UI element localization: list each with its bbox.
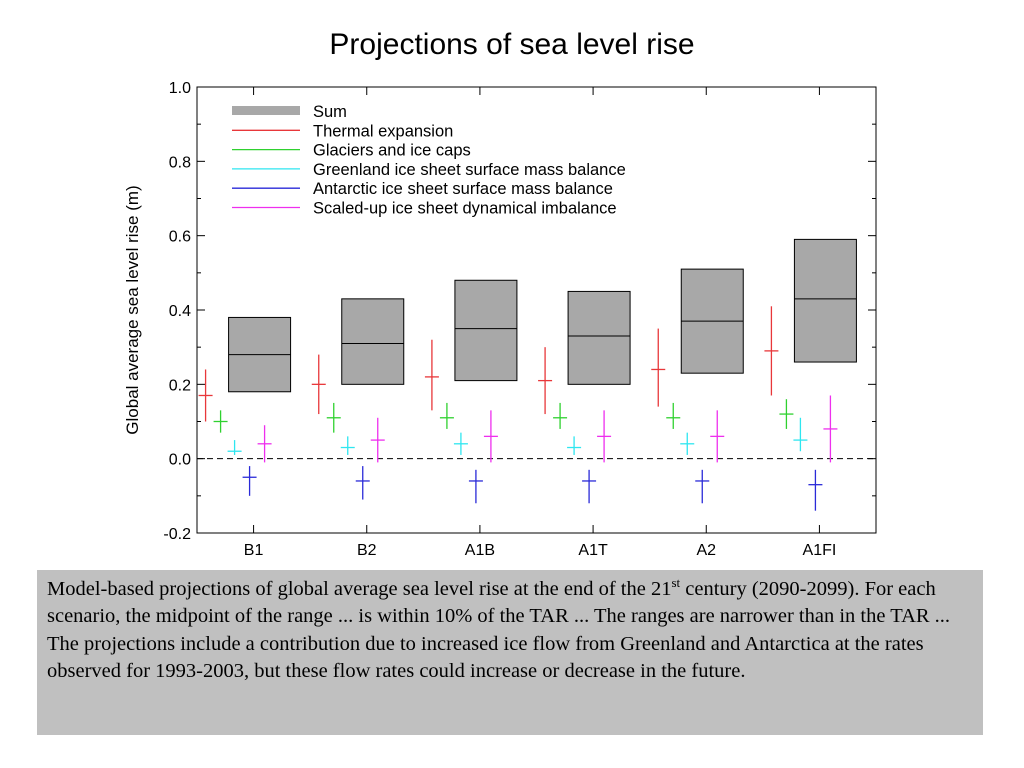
y-tick-label: 1.0 <box>169 80 191 97</box>
y-tick-label: 0.6 <box>169 229 191 246</box>
legend-label: Scaled-up ice sheet dynamical imbalance <box>313 200 617 218</box>
y-tick-label: 0.4 <box>169 303 191 320</box>
caption-text-2: century (2090-2099). For each scenario, … <box>47 578 951 682</box>
x-tick-label: A2 <box>696 542 716 559</box>
y-tick-label: 0.0 <box>169 452 191 469</box>
legend-label: Greenland ice sheet surface mass balance <box>313 161 626 179</box>
legend-label: Glaciers and ice caps <box>313 142 471 160</box>
caption-superscript: st <box>671 575 681 591</box>
y-tick-label: 0.2 <box>169 377 191 394</box>
caption-box: Model-based projections of global averag… <box>37 570 983 735</box>
caption-text-1: Model-based projections of global averag… <box>47 578 672 600</box>
sum-box <box>793 238 857 363</box>
y-axis-label: Global average sea level rise (m) <box>123 185 142 434</box>
sea-level-chart: -0.2 0.0 0.2 0.4 0.6 0.8 1.0 Global average sea… <box>123 80 877 559</box>
y-tick-label: -0.2 <box>163 526 191 543</box>
legend-swatch-sum <box>232 106 300 115</box>
y-tick-label: 0.8 <box>169 154 191 171</box>
sum-box <box>454 279 518 382</box>
x-tick-label: B2 <box>357 542 377 559</box>
x-tick-label: A1B <box>465 542 495 559</box>
slide-title: Projections of sea level rise <box>329 28 695 61</box>
plot-frame <box>196 86 877 534</box>
sum-box <box>341 298 405 385</box>
x-tick-label: A1FI <box>803 542 837 559</box>
legend-label-sum: Sum <box>313 103 347 121</box>
x-tick-label: B1 <box>244 542 264 559</box>
x-tick-label: A1T <box>578 542 608 559</box>
legend-label: Thermal expansion <box>313 122 453 140</box>
sum-box <box>567 290 631 385</box>
legend-label: Antarctic ice sheet surface mass balance <box>313 180 613 198</box>
